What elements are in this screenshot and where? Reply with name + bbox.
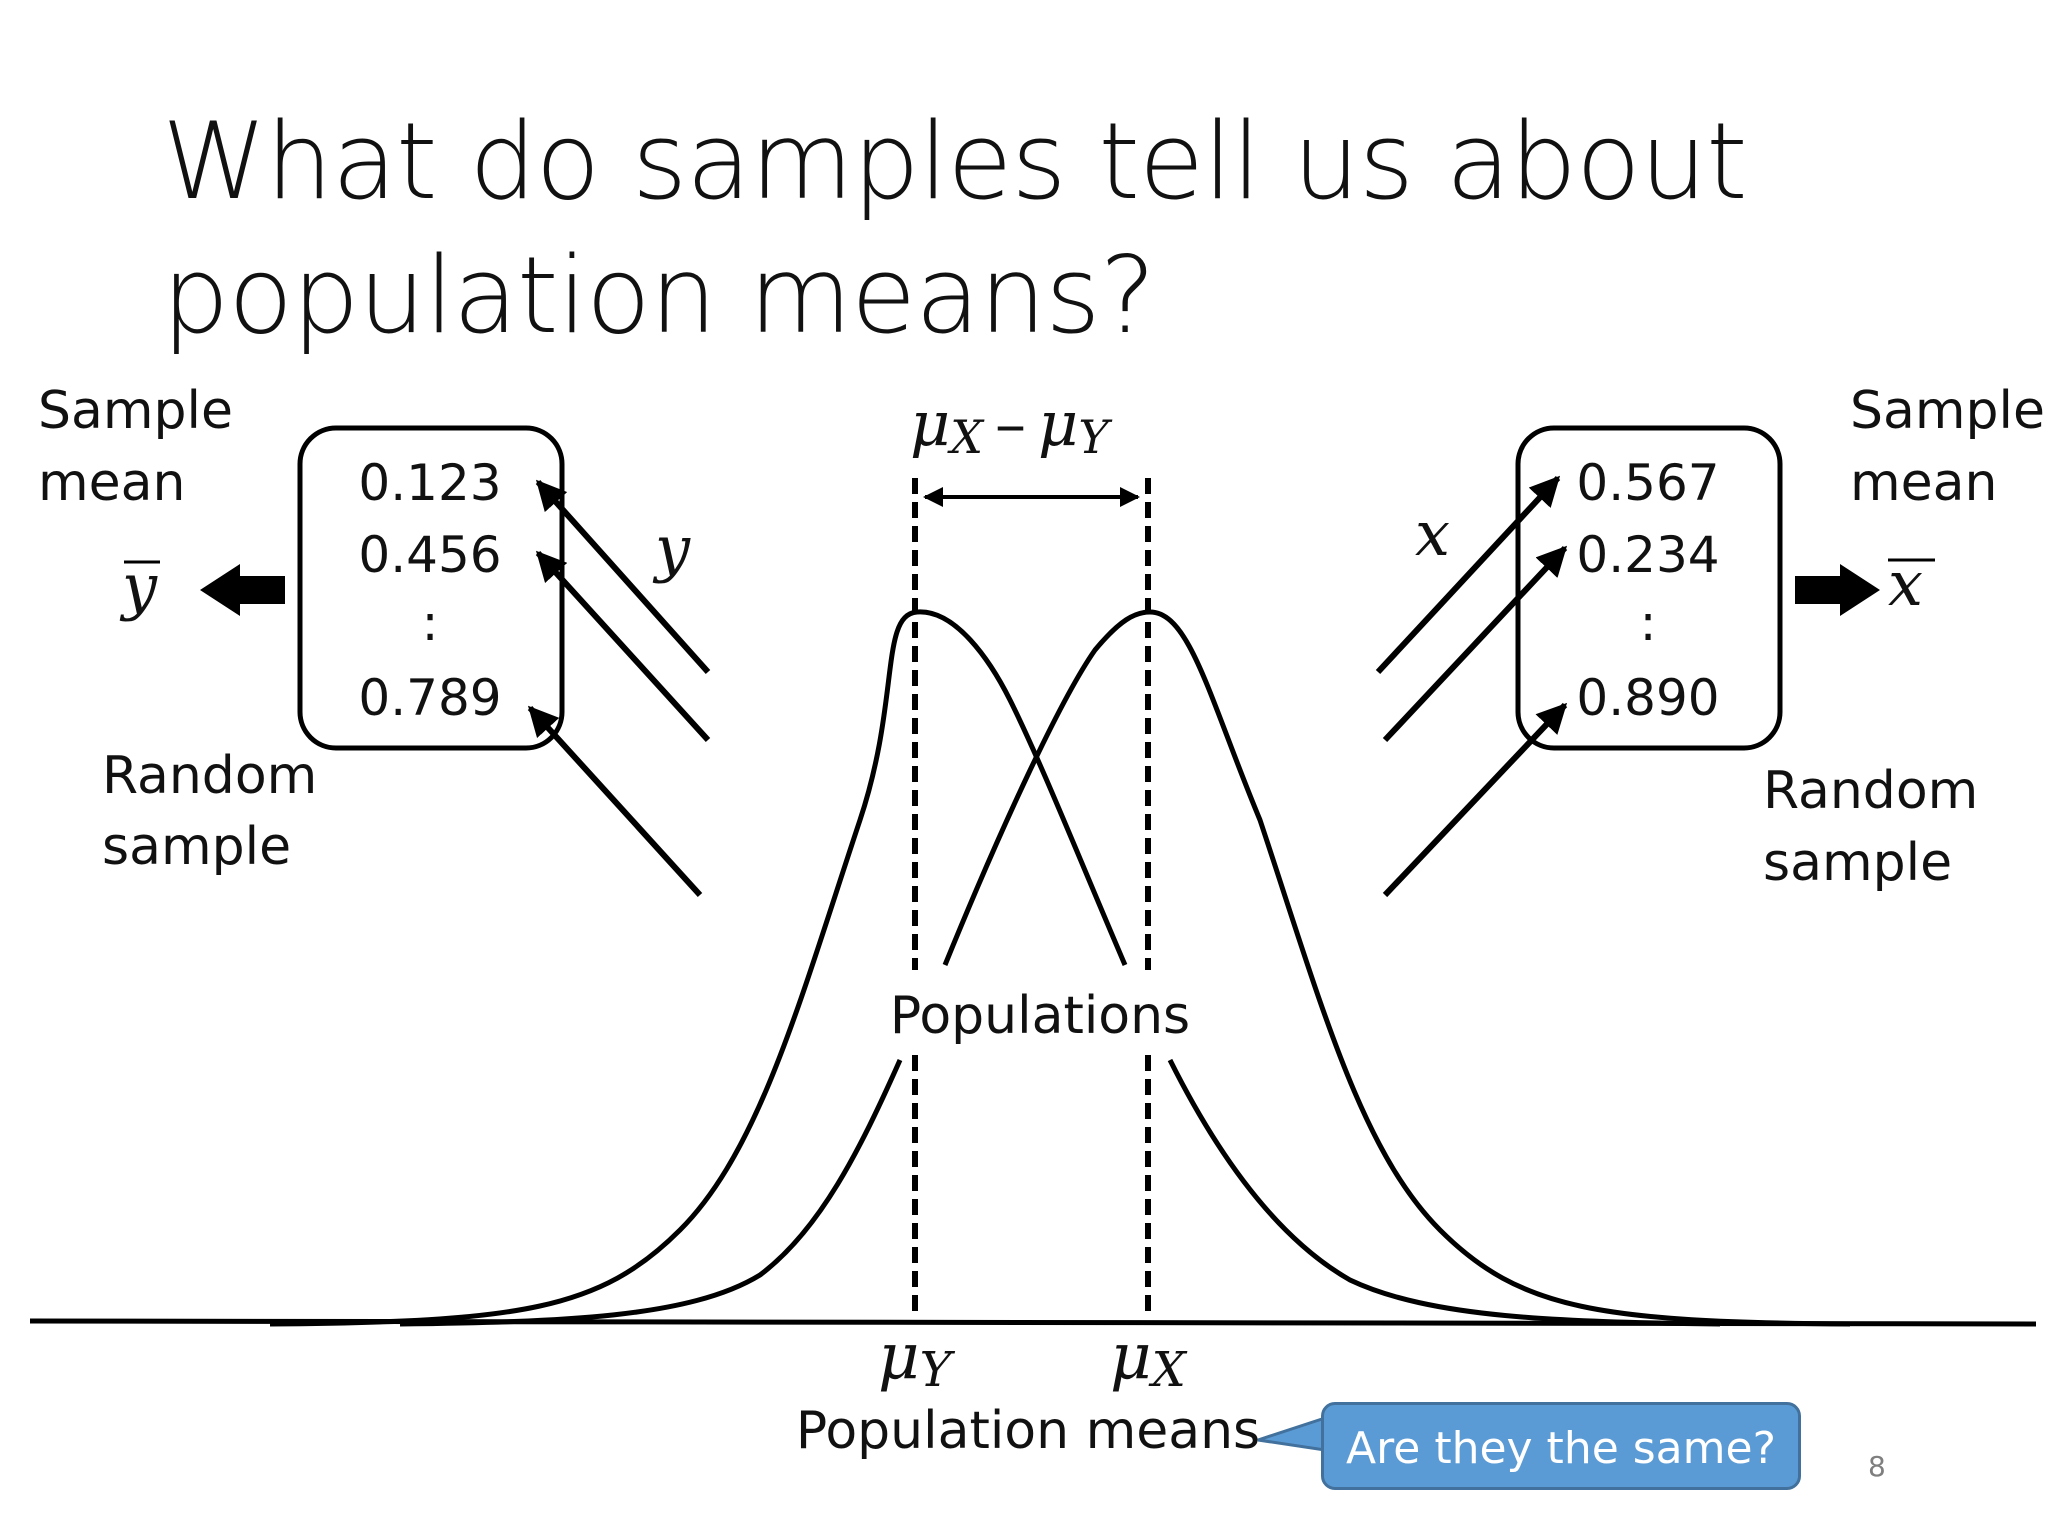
right-sample-arrow-3	[1382, 702, 1568, 898]
population-curve-y-lower	[1167, 1058, 1721, 1327]
left-sample-box	[297, 425, 565, 751]
right-mean-symbol: x	[1888, 547, 1923, 620]
left-sample-arrow-3	[527, 705, 703, 898]
left-sample-mean-line2: mean	[38, 453, 185, 513]
right-variable-label: x	[1415, 497, 1450, 570]
right-sample-mean-line2: mean	[1850, 453, 1997, 513]
callout-are-they-the-same: Are they the same?	[1321, 1402, 1801, 1490]
right-sample-mean-line1: Sample	[1850, 381, 2045, 441]
title-line-1: What do samples tell us about	[162, 100, 1748, 223]
population-curve-y	[269, 609, 1128, 1327]
mu-x-label: μX	[1110, 1320, 1188, 1398]
left-sample-arrow-2	[535, 550, 711, 743]
left-value-ellipsis: :	[422, 594, 439, 652]
left-sample-arrow-1	[535, 479, 711, 675]
left-value-1: 0.123	[358, 454, 501, 512]
right-output-arrow-icon	[1795, 564, 1880, 616]
right-sample-box	[1515, 425, 1783, 751]
right-sample-arrow-2	[1382, 545, 1568, 743]
population-curve-x	[942, 609, 1851, 1327]
left-value-2: 0.456	[358, 526, 501, 584]
page-number: 8	[1868, 1450, 1886, 1483]
right-random-sample-line2: sample	[1763, 833, 1952, 893]
right-value-2: 0.234	[1576, 526, 1719, 584]
mu-y-label: μY	[878, 1320, 956, 1398]
population-means-label: Population means	[796, 1401, 1260, 1461]
callout-pointer	[1257, 1415, 1327, 1452]
right-random-sample-line1: Random	[1763, 761, 1978, 821]
populations-label: Populations	[890, 986, 1190, 1046]
left-sample-mean-line1: Sample	[38, 381, 233, 441]
title-line-2: population means?	[162, 234, 1156, 357]
left-random-sample-line1: Random	[102, 746, 317, 806]
left-output-arrow-icon	[200, 564, 285, 616]
population-curve-x-lower	[399, 1058, 903, 1327]
left-value-3: 0.789	[358, 669, 501, 727]
left-random-sample-line2: sample	[102, 817, 291, 877]
slide-title: What do samples tell us about population…	[162, 95, 1862, 363]
right-value-1: 0.567	[1576, 454, 1719, 512]
populations-label-bg	[890, 975, 1190, 1053]
right-value-3: 0.890	[1576, 669, 1719, 727]
difference-label: μX – μY	[910, 387, 1113, 464]
right-sample-arrow-1	[1375, 475, 1561, 675]
left-variable-label: y	[652, 512, 691, 585]
right-value-ellipsis: :	[1640, 594, 1657, 652]
